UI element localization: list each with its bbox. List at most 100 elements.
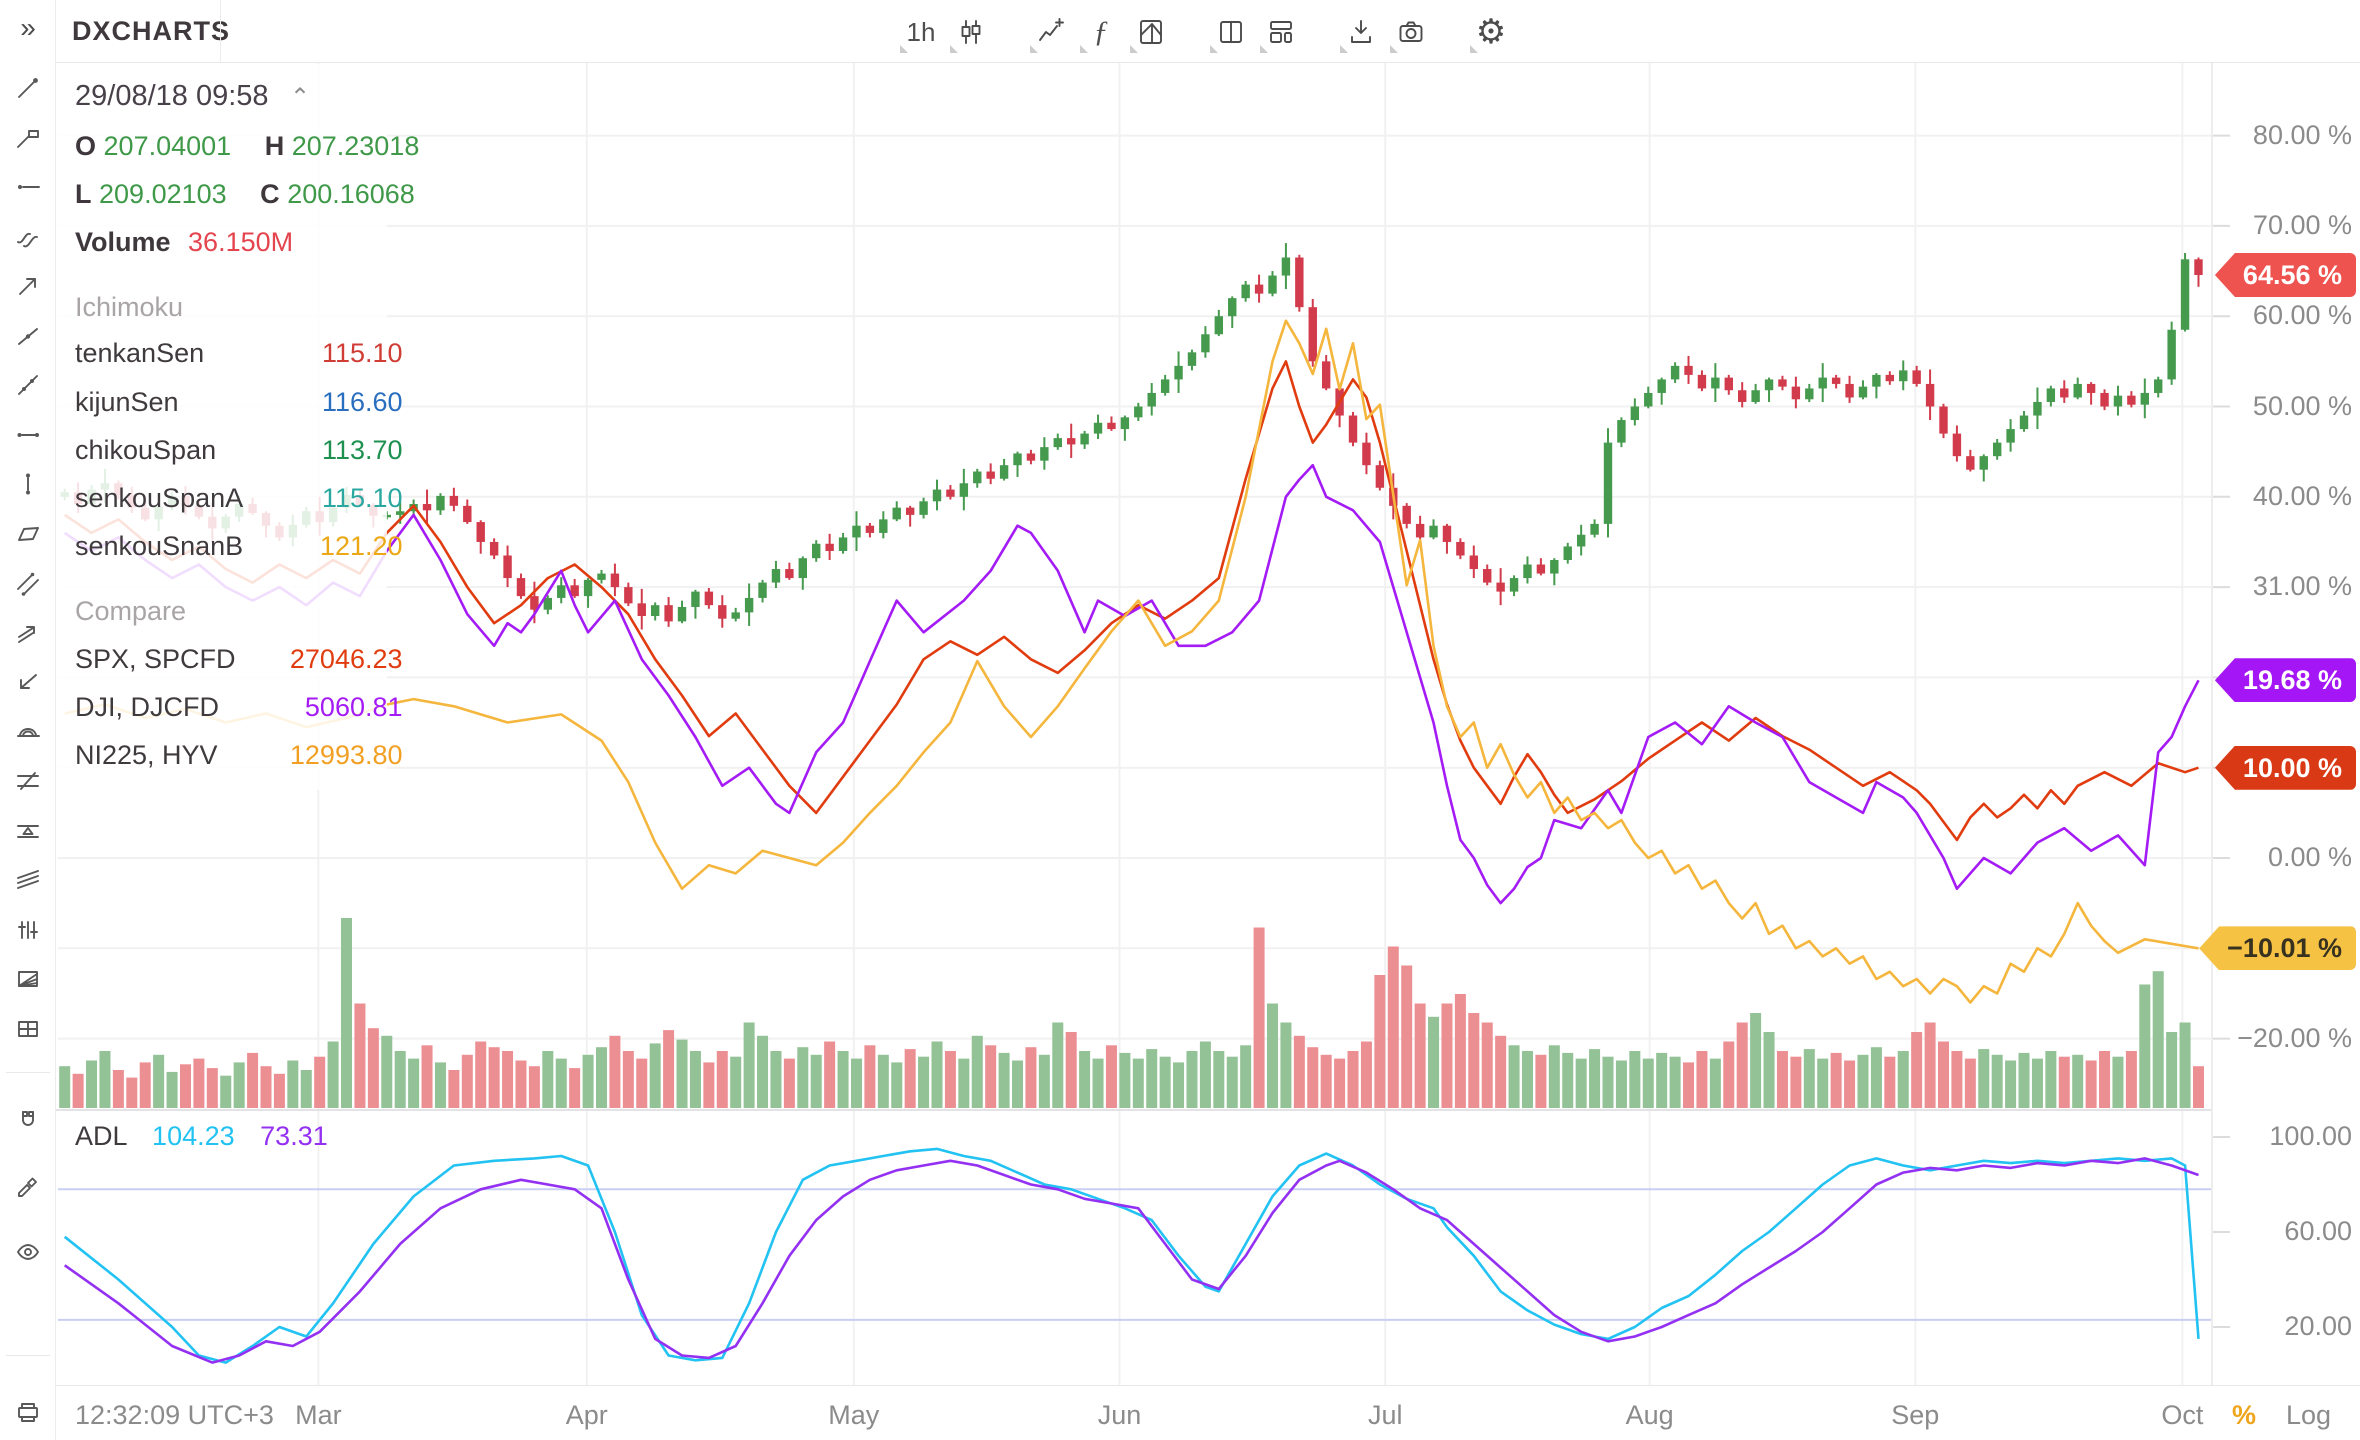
indicator-row[interactable]: chikouSpan 113.70 <box>75 435 403 465</box>
tool-magnet-icon[interactable] <box>8 1100 48 1140</box>
last-price-badge: −10.01 % <box>2199 926 2356 971</box>
axis-label: 0.00 % <box>2267 842 2352 872</box>
tool-print-icon[interactable] <box>8 1392 48 1432</box>
tool-grid-icon[interactable] <box>8 1009 48 1049</box>
tool-gann-fan-icon[interactable] <box>8 712 48 752</box>
close-label: C <box>260 179 280 209</box>
month-label-jun: Jun <box>1097 1400 1142 1430</box>
axis-label: 50.00 % <box>2252 390 2352 421</box>
compare-line-NI225 <box>64 319 2199 1004</box>
compare-header[interactable]: Compare <box>75 596 187 626</box>
legend-backdrop <box>57 64 387 790</box>
snapshot-icon[interactable] <box>1386 8 1436 56</box>
candles-type-icon[interactable] <box>946 8 996 56</box>
tool-curve-icon[interactable] <box>8 217 48 257</box>
pane-separators <box>0 63 2213 1385</box>
axis-label: 60.00 % <box>2252 300 2352 331</box>
clock-utc: 12:32:09 UTC+3 <box>75 1400 274 1430</box>
percent-scale-toggle[interactable]: % <box>2232 1400 2257 1430</box>
legend-ohlc-row1: O 207.04001 H 207.23018 <box>75 131 419 162</box>
adl-axis-label: 100.00 <box>2269 1121 2352 1151</box>
settings-icon[interactable]: ⚙ <box>1466 8 1516 56</box>
legend-date-row[interactable]: 29/08/18 09:58 ⌃ <box>75 80 310 113</box>
close-value: 200.16068 <box>287 179 415 209</box>
month-label-mar: Mar <box>295 1400 342 1430</box>
tool-polyline-icon[interactable] <box>8 365 48 405</box>
last-price-badge: 64.56 % <box>2214 253 2356 298</box>
adl-value-1: 104.23 <box>152 1121 235 1151</box>
toolbar-buttons: 1h ƒ ⚙ <box>896 8 1516 56</box>
volume-label: Volume <box>75 227 171 257</box>
download-icon[interactable] <box>1336 8 1386 56</box>
adl-axis-label: 20.00 <box>2284 1311 2352 1341</box>
volume-value: 36.150M <box>188 227 294 257</box>
tool-fib-retracement-icon[interactable] <box>8 761 48 801</box>
axis-label: 31.00 % <box>2252 571 2352 602</box>
tool-pitchfork-icon[interactable] <box>8 613 48 653</box>
tool-parallel-channel-icon[interactable] <box>8 563 48 603</box>
compare-row[interactable]: NI225, HYV 12993.80 <box>75 740 403 770</box>
month-label-aug: Aug <box>1625 1400 1674 1430</box>
chart-image-icon[interactable] <box>1126 8 1176 56</box>
tool-ray-icon[interactable] <box>8 118 48 158</box>
top-toolbar: DXCHARTS 1h ƒ ⚙ <box>0 0 2360 63</box>
compare-row[interactable]: DJI, DJCFD 5060.81 <box>75 692 403 722</box>
high-value: 207.23018 <box>291 131 420 161</box>
tool-speed-lines-icon[interactable] <box>8 860 48 900</box>
axis-label: 70.00 % <box>2252 209 2352 240</box>
month-label-jul: Jul <box>1367 1400 1403 1430</box>
month-label-may: May <box>828 1400 880 1430</box>
chevron-up-icon[interactable]: ⌃ <box>290 84 311 111</box>
adl-axis-label: 60.00 <box>2284 1216 2352 1246</box>
indicator-row[interactable]: senkouSpanA 115.10 <box>75 483 403 513</box>
adl-legend[interactable]: ADL 104.23 73.31 <box>75 1121 328 1152</box>
tool-horizontal-ray-icon[interactable] <box>8 415 48 455</box>
legend-ohlc-row2: L 209.02103 C 200.16068 <box>75 179 415 210</box>
axis-label: −20.00 % <box>2237 1022 2352 1053</box>
drawing-tools-sidebar: » <box>0 0 56 1440</box>
ichimoku-header[interactable]: Ichimoku <box>75 292 184 322</box>
tool-eye-icon[interactable] <box>8 1232 48 1272</box>
time-axis-bar[interactable]: 12:32:09 UTC+3 Mar Apr May Jun Jul Aug Sep Oct … <box>0 1385 2360 1440</box>
indicator-row[interactable]: senkouSnanB 121.20 <box>75 531 403 561</box>
compare-line-DJI <box>63 463 2200 905</box>
candle-timestamp: 29/08/18 09:58 <box>75 80 269 112</box>
tool-fib-fan-icon[interactable] <box>8 959 48 999</box>
adl-value-2: 73.31 <box>260 1121 328 1151</box>
low-value: 209.02103 <box>99 179 227 209</box>
compare-row[interactable]: SPX, SPCFD 27046.23 <box>75 644 403 674</box>
layout-icon[interactable] <box>1256 8 1306 56</box>
tool-vertical-line-icon[interactable] <box>8 464 48 504</box>
indicator-row[interactable]: kijunSen 116.60 <box>75 387 403 417</box>
adl-lines <box>63 1147 2200 1364</box>
timeframe-icon[interactable]: 1h <box>896 8 946 56</box>
function-icon[interactable]: ƒ <box>1076 8 1126 56</box>
compare-line-SPX <box>63 360 2199 842</box>
tool-arrow-down-left-icon[interactable] <box>8 662 48 702</box>
high-label: H <box>264 131 285 161</box>
toolbar-divider <box>220 0 221 63</box>
ADL-2 <box>63 1157 2199 1364</box>
legend-volume-row: Volume 36.150M <box>75 227 293 258</box>
tool-trend-line-icon[interactable] <box>8 68 48 108</box>
tool-parallelogram-icon[interactable] <box>8 514 48 554</box>
month-label-apr: Apr <box>565 1400 608 1430</box>
tool-arrow-up-right-icon[interactable] <box>8 266 48 306</box>
open-value: 207.04001 <box>103 131 232 161</box>
tool-brush-icon[interactable] <box>8 1165 48 1205</box>
tool-horizontal-line-icon[interactable] <box>8 167 48 207</box>
tool-extended-line-icon[interactable] <box>8 316 48 356</box>
last-price-badge: 19.68 % <box>2214 658 2356 703</box>
app-logo: DXCHARTS <box>72 16 231 46</box>
tool-volume-profile-icon[interactable] <box>8 910 48 950</box>
log-scale-toggle[interactable]: Log <box>2286 1400 2332 1430</box>
split-view-icon[interactable] <box>1206 8 1256 56</box>
tool-fib-extension-icon[interactable] <box>8 811 48 851</box>
sidebar-collapse-button[interactable]: » <box>20 12 36 43</box>
add-indicator-icon[interactable] <box>1026 8 1076 56</box>
indicator-row[interactable]: tenkanSen 115.10 <box>75 338 403 368</box>
ADL-1 <box>63 1147 2200 1364</box>
compare-lines <box>63 319 2200 1004</box>
month-label-sep: Sep <box>1891 1400 1940 1430</box>
